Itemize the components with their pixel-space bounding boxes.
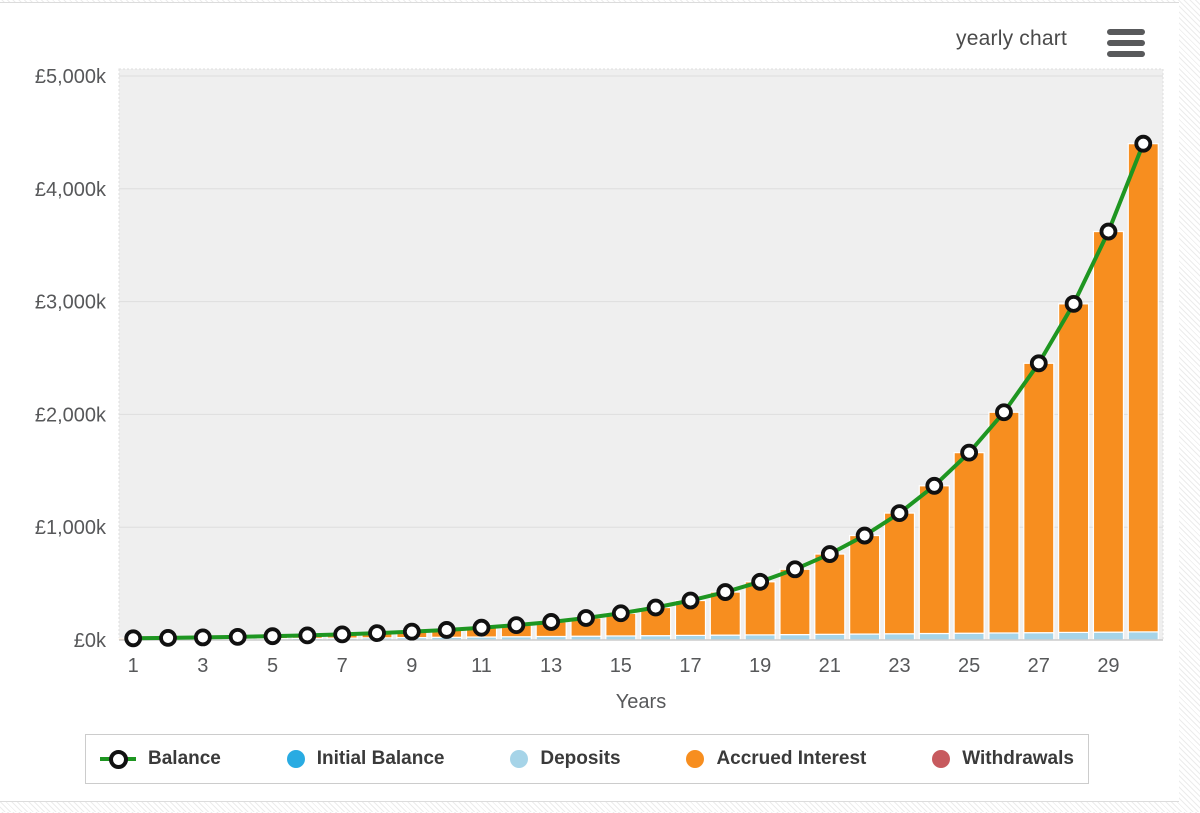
x-axis-tick-label: 3 [197, 655, 208, 677]
bar-segment-deposits[interactable] [884, 634, 914, 640]
balance-marker[interactable] [649, 601, 663, 615]
legend-label: Initial Balance [317, 748, 445, 770]
x-axis-tick-label: 19 [749, 655, 771, 677]
legend-item-deposits[interactable]: Deposits [510, 748, 620, 770]
x-axis-tick-label: 27 [1028, 655, 1050, 677]
balance-marker[interactable] [788, 562, 802, 576]
balance-marker[interactable] [579, 611, 593, 625]
balance-marker[interactable] [266, 629, 280, 643]
bar-segment-accrued-interest[interactable] [1024, 363, 1054, 632]
balance-marker[interactable] [544, 615, 558, 629]
bar-segment-accrued-interest[interactable] [1128, 144, 1158, 632]
balance-marker[interactable] [440, 623, 454, 637]
bar-segment-deposits[interactable] [745, 635, 775, 640]
legend-item-initial-balance[interactable]: Initial Balance [287, 748, 445, 770]
balance-marker[interactable] [370, 626, 384, 640]
chart-legend: Balance Initial Balance Deposits Accrued… [85, 734, 1089, 784]
balance-marker[interactable] [614, 606, 628, 620]
x-axis-tick-label: 15 [610, 655, 632, 677]
bar-segment-accrued-interest[interactable] [850, 536, 880, 634]
bar-segment-deposits[interactable] [1128, 632, 1158, 640]
x-axis-title: Years [616, 691, 666, 713]
bar-segment-deposits[interactable] [1093, 632, 1123, 640]
bar-segment-accrued-interest[interactable] [815, 554, 845, 634]
y-axis-tick-label: £3,000k [35, 292, 107, 314]
x-axis-tick-label: 11 [471, 655, 492, 677]
bar-segment-deposits[interactable] [954, 633, 984, 640]
balance-marker[interactable] [231, 630, 245, 644]
y-axis-tick-label: £1,000k [35, 517, 107, 539]
legend-label: Deposits [540, 748, 620, 770]
bar-segment-accrued-interest[interactable] [919, 486, 949, 634]
deposits-dot-icon [510, 750, 528, 768]
bar-segment-accrued-interest[interactable] [989, 412, 1019, 633]
chart-card: yearly chart £0k£1,000k£2,000k£3,000k£4,… [0, 2, 1179, 802]
balance-marker[interactable] [997, 405, 1011, 419]
y-axis-tick-label: £0k [74, 630, 107, 652]
bar-segment-accrued-interest[interactable] [1093, 232, 1123, 633]
legend-label: Withdrawals [962, 748, 1074, 770]
legend-item-balance[interactable]: Balance [100, 748, 221, 770]
balance-marker[interactable] [1136, 137, 1150, 151]
bar-segment-accrued-interest[interactable] [780, 569, 810, 634]
withdrawals-dot-icon [932, 750, 950, 768]
balance-marker[interactable] [196, 630, 210, 644]
legend-label: Balance [148, 748, 221, 770]
balance-marker[interactable] [753, 575, 767, 589]
initial-balance-dot-icon [287, 750, 305, 768]
balance-marker[interactable] [405, 625, 419, 639]
x-axis-tick-label: 13 [540, 655, 562, 677]
bar-segment-deposits[interactable] [989, 633, 1019, 640]
y-axis-tick-label: £2,000k [35, 404, 107, 426]
balance-marker[interactable] [683, 594, 697, 608]
bar-segment-deposits[interactable] [919, 634, 949, 640]
x-axis-tick-label: 5 [267, 655, 278, 677]
bar-segment-deposits[interactable] [815, 634, 845, 640]
balance-marker[interactable] [927, 479, 941, 493]
balance-marker[interactable] [1032, 356, 1046, 370]
bar-segment-deposits[interactable] [1024, 633, 1054, 640]
legend-item-accrued-interest[interactable]: Accrued Interest [686, 748, 866, 770]
bar-segment-accrued-interest[interactable] [884, 513, 914, 634]
balance-marker[interactable] [509, 618, 523, 632]
bar-segment-accrued-interest[interactable] [1059, 304, 1089, 633]
bar-segment-deposits[interactable] [1059, 632, 1089, 640]
legend-item-withdrawals[interactable]: Withdrawals [932, 748, 1074, 770]
balance-marker[interactable] [1067, 297, 1081, 311]
balance-marker[interactable] [300, 628, 314, 642]
bar-segment-deposits[interactable] [850, 634, 880, 640]
balance-marker[interactable] [718, 585, 732, 599]
balance-marker[interactable] [1101, 225, 1115, 239]
balance-marker[interactable] [892, 506, 906, 520]
x-axis-tick-label: 23 [888, 655, 910, 677]
balance-marker[interactable] [335, 627, 349, 641]
bar-segment-accrued-interest[interactable] [954, 453, 984, 634]
bar-segment-deposits[interactable] [780, 635, 810, 640]
balance-marker[interactable] [161, 631, 175, 645]
balance-marker[interactable] [858, 529, 872, 543]
balance-marker[interactable] [823, 547, 837, 561]
y-axis-tick-label: £5,000k [35, 66, 107, 88]
x-axis-tick-label: 17 [679, 655, 701, 677]
balance-marker[interactable] [475, 621, 489, 635]
balance-marker[interactable] [126, 631, 140, 645]
x-axis-tick-label: 9 [406, 655, 417, 677]
accrued-interest-dot-icon [686, 750, 704, 768]
x-axis-tick-label: 21 [819, 655, 841, 677]
x-axis-tick-label: 1 [128, 655, 139, 677]
x-axis-tick-label: 25 [958, 655, 980, 677]
y-axis-tick-label: £4,000k [35, 179, 107, 201]
x-axis-tick-label: 7 [337, 655, 348, 677]
balance-marker[interactable] [962, 446, 976, 460]
legend-label: Accrued Interest [716, 748, 866, 770]
x-axis-tick-label: 29 [1097, 655, 1119, 677]
balance-line-marker-icon [100, 749, 136, 769]
